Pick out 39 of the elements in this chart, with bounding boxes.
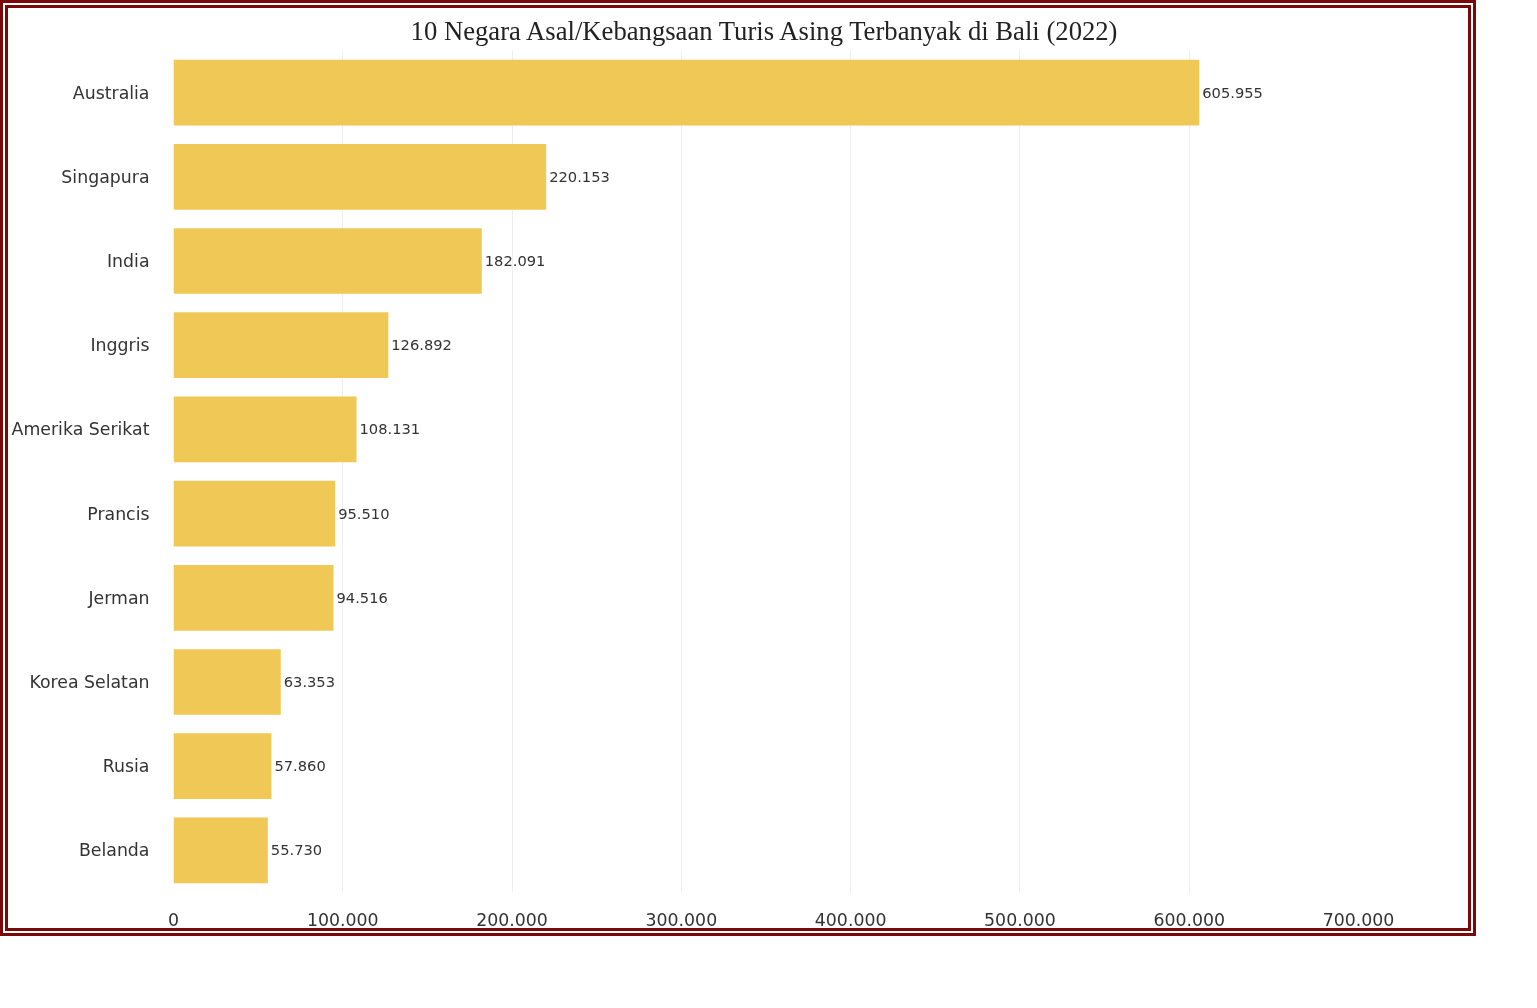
data-label: 55.730 xyxy=(270,841,323,859)
y-tick-label: Rusia xyxy=(102,756,150,777)
y-tick-label: Inggris xyxy=(90,335,150,356)
bar xyxy=(173,733,272,800)
chart-title: 10 Negara Asal/Kebangsaan Turis Asing Terbanyak di Bali (2022) xyxy=(410,15,1118,46)
bar xyxy=(173,396,357,463)
bar xyxy=(173,312,389,379)
x-tick-label: 400.000 xyxy=(814,909,887,930)
y-tick-label: Korea Selatan xyxy=(29,672,150,692)
bar xyxy=(173,649,281,715)
y-tick-label: Australia xyxy=(72,82,150,103)
bar xyxy=(173,480,336,547)
bar xyxy=(173,59,1200,126)
x-tick-label: 0 xyxy=(167,909,180,930)
x-tick-label: 100.000 xyxy=(306,909,379,930)
data-label: 94.516 xyxy=(336,588,388,606)
data-label: 126.892 xyxy=(391,336,452,354)
y-tick-label: Amerika Serikat xyxy=(11,419,150,440)
bar xyxy=(173,564,334,631)
y-tick-label: Prancis xyxy=(87,503,150,524)
data-label: 95.510 xyxy=(338,504,390,522)
x-tick-label: 300.000 xyxy=(645,909,718,930)
y-tick-label: India xyxy=(106,251,150,271)
bar xyxy=(173,817,268,884)
y-tick-label: Belanda xyxy=(78,840,150,861)
data-label: 220.153 xyxy=(549,167,610,185)
data-label: 108.131 xyxy=(359,420,421,438)
y-tick-label: Jerman xyxy=(87,587,150,608)
y-tick-label: Singapura xyxy=(61,166,150,187)
x-tick-label: 200.000 xyxy=(476,909,548,930)
bar xyxy=(173,143,547,210)
data-label: 57.860 xyxy=(274,757,326,775)
x-tick-label: 700.000 xyxy=(1322,909,1395,930)
data-label: 182.091 xyxy=(484,252,546,269)
data-label: 605.955 xyxy=(1202,83,1263,101)
bar xyxy=(173,228,482,294)
data-label: 63.353 xyxy=(283,673,336,690)
x-tick-label: 600.000 xyxy=(1153,909,1226,930)
x-tick-label: 500.000 xyxy=(984,909,1056,930)
